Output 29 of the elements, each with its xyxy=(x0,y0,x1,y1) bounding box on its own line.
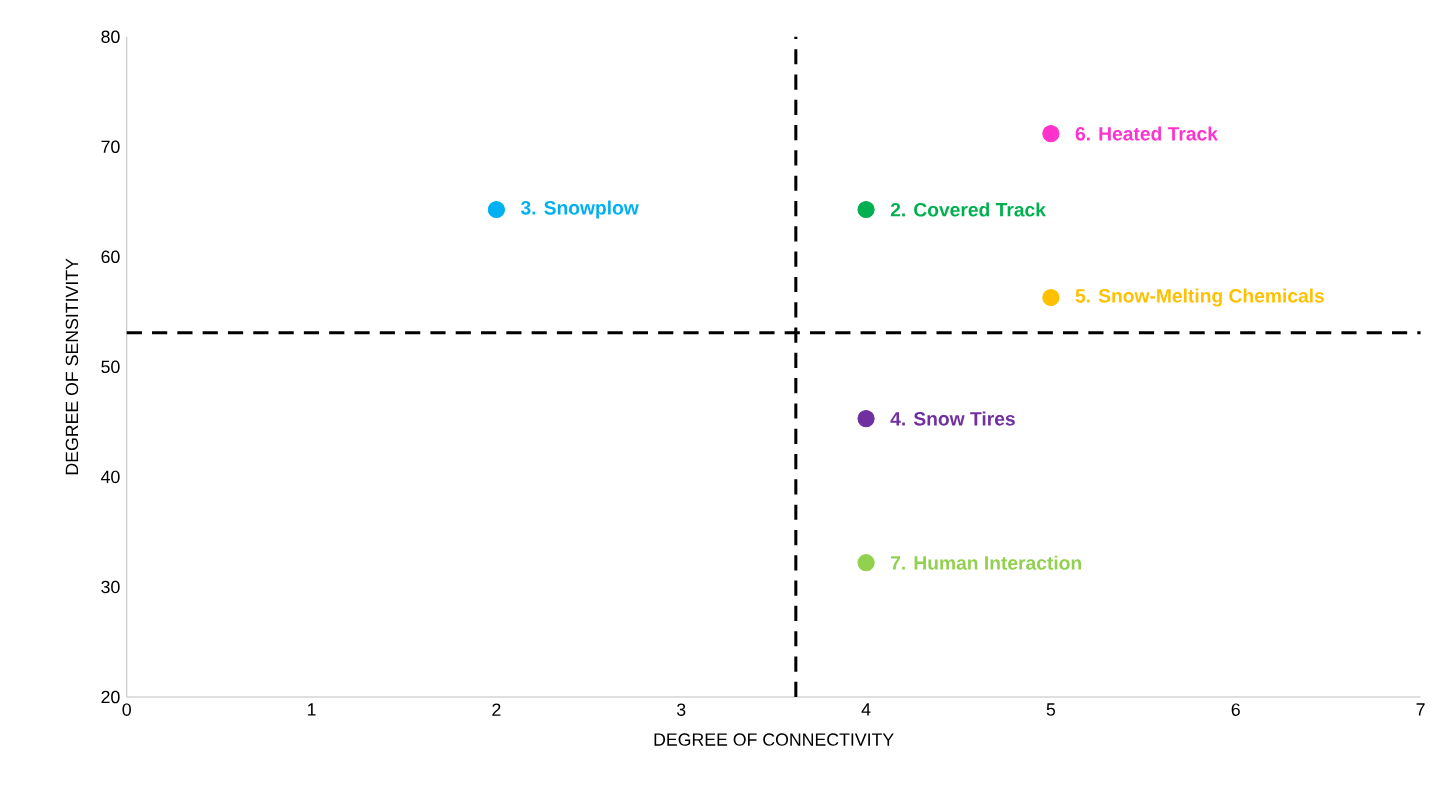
series-label: 6. Heated Track xyxy=(1075,126,1218,141)
x-tick-label: 1 xyxy=(307,703,316,716)
y-tick-label: 40 xyxy=(101,470,120,484)
y-tick-label: 50 xyxy=(101,360,120,374)
point xyxy=(1042,124,1060,143)
x-tick-label: 4 xyxy=(861,703,871,716)
series-label: 4. Snow Tires xyxy=(890,411,1015,426)
point xyxy=(1042,288,1060,307)
y-tick-label: 20 xyxy=(101,690,120,704)
x-tick-label: 5 xyxy=(1046,703,1056,716)
y-tick-label: 30 xyxy=(101,580,120,594)
x-axis-title: DEGREE OF CONNECTIVITY xyxy=(654,733,894,746)
y-axis-title: DEGREE OF SENSITIVITY xyxy=(65,258,79,475)
y-tick-label: 80 xyxy=(101,30,120,43)
y-tick-label: 60 xyxy=(101,250,120,264)
series-label: 5. Snow-Melting Chemicals xyxy=(1075,288,1324,307)
x-tick-label: 6 xyxy=(1231,703,1240,716)
point xyxy=(857,409,875,428)
y-tick-label: 70 xyxy=(101,140,120,154)
series-label: 7. Human Interaction xyxy=(891,555,1081,570)
series-label: 3. Snowplow xyxy=(520,200,639,219)
x-tick-label: 2 xyxy=(492,703,501,716)
point xyxy=(857,554,875,572)
point xyxy=(857,200,875,219)
x-tick-label: 0 xyxy=(122,703,131,716)
series-label: 2. Covered Track xyxy=(890,202,1046,217)
x-tick-label: 3 xyxy=(676,703,686,716)
point xyxy=(487,200,505,219)
x-tick-label: 7 xyxy=(1416,703,1425,716)
